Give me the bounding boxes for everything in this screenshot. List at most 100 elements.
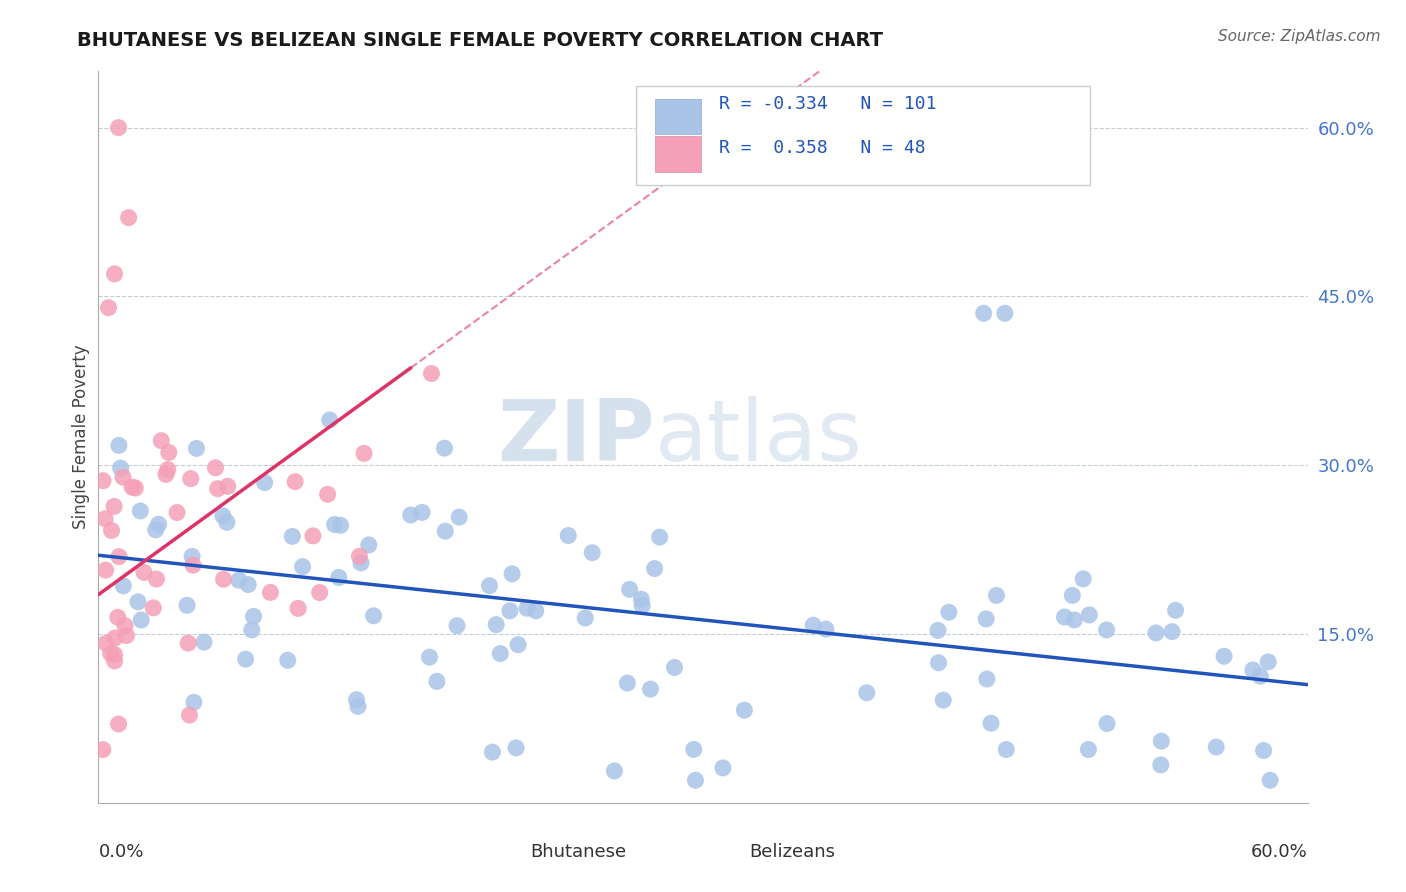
Point [1161,624,1184,639]
Point [115,629,138,643]
Point [485,617,508,632]
Point [1150,734,1173,748]
Point [121,480,143,494]
Point [1241,663,1264,677]
Point [253,475,276,490]
Point [129,613,152,627]
Text: 0.0%: 0.0% [98,843,143,861]
FancyBboxPatch shape [637,86,1090,185]
Point [240,623,263,637]
Point [353,446,375,460]
Point [145,523,167,537]
Point [91,742,114,756]
Point [814,622,837,636]
Point [711,761,734,775]
Point [176,599,198,613]
Point [94,636,117,650]
Point [574,611,596,625]
Point [108,438,131,452]
Point [516,601,538,615]
Point [212,572,235,586]
Point [103,267,125,281]
Point [411,505,433,519]
Point [433,441,456,455]
Point [235,652,257,666]
Point [150,434,173,448]
Point [927,624,949,638]
Point [434,524,457,538]
Text: Source: ZipAtlas.com: Source: ZipAtlas.com [1218,29,1381,44]
Point [1144,626,1167,640]
Point [179,708,201,723]
Point [329,518,352,533]
Point [104,654,127,668]
Point [181,558,204,573]
Point [1095,716,1118,731]
Text: Belizeans: Belizeans [749,843,835,861]
Point [100,524,122,538]
Point [1078,607,1101,622]
Point [1258,773,1281,788]
Text: R = -0.334   N = 101: R = -0.334 N = 101 [718,95,936,112]
Point [347,699,370,714]
Point [932,693,955,707]
Point [557,528,579,542]
Point [619,582,641,597]
Point [801,618,824,632]
Point [212,508,235,523]
Point [103,500,125,514]
Point [302,529,325,543]
Point [183,695,205,709]
Point [995,742,1018,756]
Y-axis label: Single Female Poverty: Single Female Poverty [72,345,90,529]
Text: Bhutanese: Bhutanese [530,843,626,861]
Point [1053,610,1076,624]
Point [157,445,180,459]
Point [107,120,129,135]
Text: 60.0%: 60.0% [1251,843,1308,861]
Point [446,618,468,632]
Point [499,604,522,618]
Point [328,570,350,584]
Point [124,481,146,495]
Text: BHUTANESE VS BELIZEAN SINGLE FEMALE POVERTY CORRELATION CHART: BHUTANESE VS BELIZEAN SINGLE FEMALE POVE… [77,31,883,50]
Point [1095,623,1118,637]
Point [419,650,441,665]
Point [228,573,250,587]
Point [238,577,260,591]
Point [323,517,346,532]
Point [97,301,120,315]
Point [166,506,188,520]
Point [107,717,129,731]
Text: R =  0.358   N = 48: R = 0.358 N = 48 [718,139,925,157]
Point [104,631,127,645]
Point [682,742,704,756]
Point [181,549,204,564]
Point [973,306,995,320]
Point [399,508,422,522]
Point [111,470,134,484]
Point [664,660,686,674]
Point [524,604,547,618]
Point [938,605,960,619]
Point [581,546,603,560]
Point [318,413,340,427]
Point [1249,669,1271,683]
Point [215,516,238,530]
Point [129,504,152,518]
Point [91,474,114,488]
Point [180,472,202,486]
Point [127,595,149,609]
Point [100,647,122,661]
Point [291,559,314,574]
Point [132,566,155,580]
Point [974,612,997,626]
Point [177,636,200,650]
FancyBboxPatch shape [655,99,700,135]
Text: atlas: atlas [655,395,863,479]
Point [346,692,368,706]
Point [994,306,1017,320]
Point [277,653,299,667]
Point [644,561,666,575]
Point [281,529,304,543]
